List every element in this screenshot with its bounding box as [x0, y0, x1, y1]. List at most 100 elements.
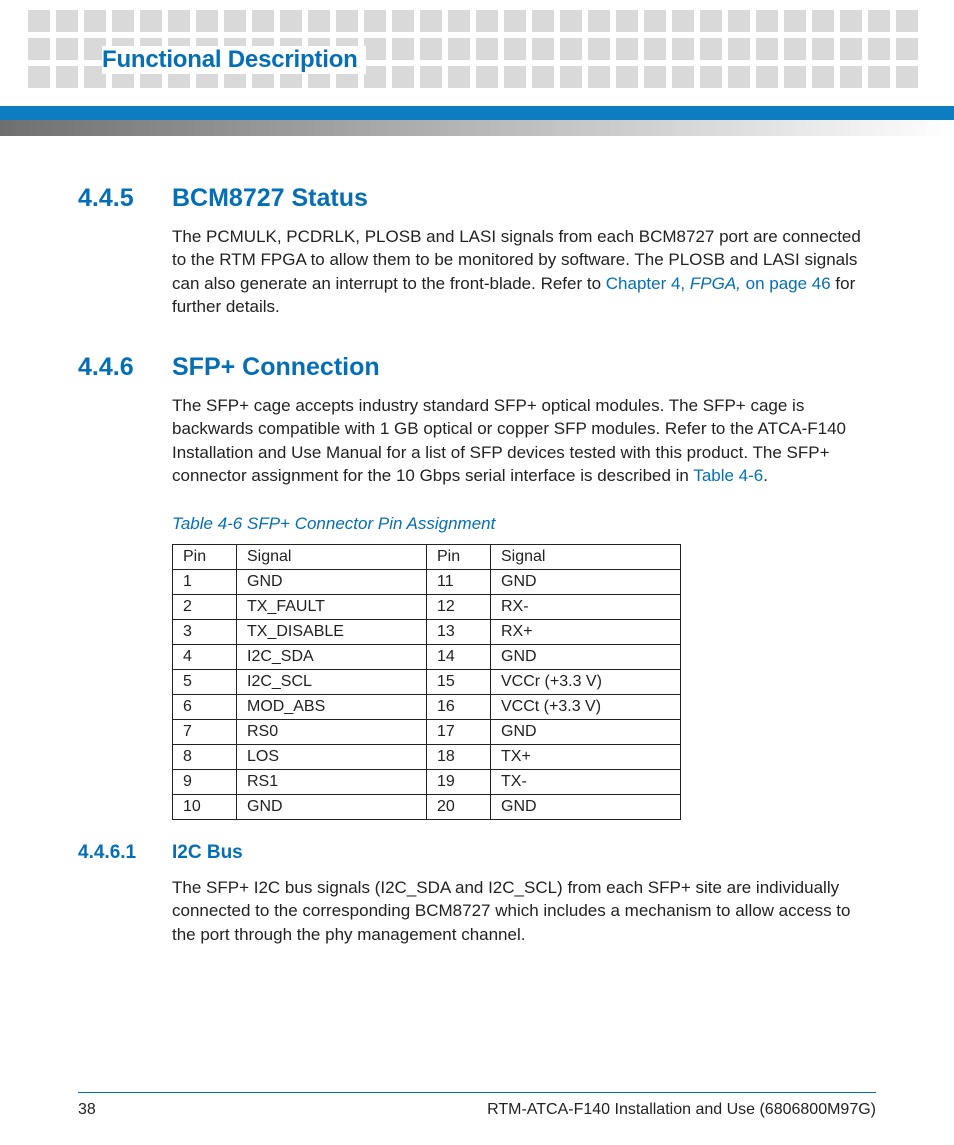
header-square — [644, 66, 666, 88]
table-cell: MOD_ABS — [237, 694, 427, 719]
header-square — [28, 66, 50, 88]
header-square — [868, 38, 890, 60]
page-content: 4.4.5 BCM8727 Status The PCMULK, PCDRLK,… — [0, 136, 954, 946]
section-heading-446: 4.4.6 SFP+ Connection — [78, 353, 876, 382]
subsection-title: I2C Bus — [172, 842, 243, 864]
cross-ref-link[interactable]: Table 4-6 — [693, 466, 763, 485]
table-cell: 11 — [427, 569, 491, 594]
header-square — [196, 10, 218, 32]
section-446-body: The SFP+ cage accepts industry standard … — [172, 394, 876, 488]
table-cell: 16 — [427, 694, 491, 719]
header-gradient-bar — [0, 120, 954, 136]
header-square — [364, 10, 386, 32]
header-square — [476, 66, 498, 88]
cross-ref-link[interactable]: on page 46 — [741, 274, 831, 293]
header-square — [56, 38, 78, 60]
table-row: 10GND20GND — [173, 794, 681, 819]
table-cell: TX_DISABLE — [237, 619, 427, 644]
table-cell: GND — [237, 569, 427, 594]
header-square — [420, 10, 442, 32]
header-square — [224, 10, 246, 32]
header-square — [700, 10, 722, 32]
table-row: 8LOS18TX+ — [173, 744, 681, 769]
header-square — [784, 66, 806, 88]
header-square — [756, 66, 778, 88]
table-cell: 15 — [427, 669, 491, 694]
table-row: 4I2C_SDA14GND — [173, 644, 681, 669]
table-cell: 6 — [173, 694, 237, 719]
header-square — [392, 66, 414, 88]
header-square — [784, 10, 806, 32]
document-title: RTM-ATCA-F140 Installation and Use (6806… — [487, 1101, 876, 1119]
table-cell: GND — [491, 644, 681, 669]
header-square — [364, 66, 386, 88]
table-header-cell: Signal — [237, 544, 427, 569]
table-cell: GND — [491, 794, 681, 819]
table-cell: VCCr (+3.3 V) — [491, 669, 681, 694]
table-cell: TX_FAULT — [237, 594, 427, 619]
table-cell: 10 — [173, 794, 237, 819]
header-square — [336, 10, 358, 32]
table-row: 1GND11GND — [173, 569, 681, 594]
header-square — [588, 10, 610, 32]
table-cell: 9 — [173, 769, 237, 794]
header-square — [588, 66, 610, 88]
section-4461-body: The SFP+ I2C bus signals (I2C_SDA and I2… — [172, 876, 876, 946]
table-cell: RS0 — [237, 719, 427, 744]
header-square — [728, 66, 750, 88]
header-square — [56, 66, 78, 88]
header-square — [112, 10, 134, 32]
table-row: 7RS017GND — [173, 719, 681, 744]
section-heading-445: 4.4.5 BCM8727 Status — [78, 184, 876, 213]
cross-ref-link-italic[interactable]: FPGA, — [690, 274, 741, 293]
section-number: 4.4.6 — [78, 353, 172, 382]
header-square — [784, 38, 806, 60]
header-square — [476, 10, 498, 32]
table-cell: 1 — [173, 569, 237, 594]
header-square — [280, 10, 302, 32]
header-square — [616, 38, 638, 60]
header-square — [672, 38, 694, 60]
header-square — [756, 38, 778, 60]
header-square — [896, 10, 918, 32]
header-square — [700, 66, 722, 88]
table-cell: TX- — [491, 769, 681, 794]
header-square — [504, 66, 526, 88]
section-number: 4.4.5 — [78, 184, 172, 213]
table-header-cell: Pin — [173, 544, 237, 569]
header-square — [616, 10, 638, 32]
table-cell: RS1 — [237, 769, 427, 794]
header-square — [392, 38, 414, 60]
header-square — [868, 66, 890, 88]
header-square — [588, 38, 610, 60]
header-square — [28, 38, 50, 60]
header-square — [812, 66, 834, 88]
header-square — [448, 10, 470, 32]
header-square — [756, 10, 778, 32]
header-square — [840, 66, 862, 88]
header-square — [700, 38, 722, 60]
cross-ref-link[interactable]: Chapter 4, — [606, 274, 690, 293]
header-square — [420, 66, 442, 88]
table-row: 6MOD_ABS16VCCt (+3.3 V) — [173, 694, 681, 719]
header-squares-row — [28, 10, 954, 32]
header-square — [28, 10, 50, 32]
header-square — [896, 38, 918, 60]
table-cell: I2C_SDA — [237, 644, 427, 669]
header-square — [644, 38, 666, 60]
header-square — [868, 10, 890, 32]
header-square — [308, 10, 330, 32]
header-square — [532, 38, 554, 60]
table-cell: RX+ — [491, 619, 681, 644]
sfp-connector-pin-table: PinSignalPinSignal1GND11GND2TX_FAULT12RX… — [172, 544, 681, 820]
table-cell: 17 — [427, 719, 491, 744]
table-cell: 8 — [173, 744, 237, 769]
page-footer: 38 RTM-ATCA-F140 Installation and Use (6… — [78, 1092, 876, 1119]
table-cell: 2 — [173, 594, 237, 619]
section-title: BCM8727 Status — [172, 184, 368, 213]
chapter-title: Functional Description — [102, 46, 366, 74]
header-square — [560, 66, 582, 88]
header-square — [56, 10, 78, 32]
table-caption: Table 4-6 SFP+ Connector Pin Assignment — [172, 514, 876, 534]
table-cell: 4 — [173, 644, 237, 669]
